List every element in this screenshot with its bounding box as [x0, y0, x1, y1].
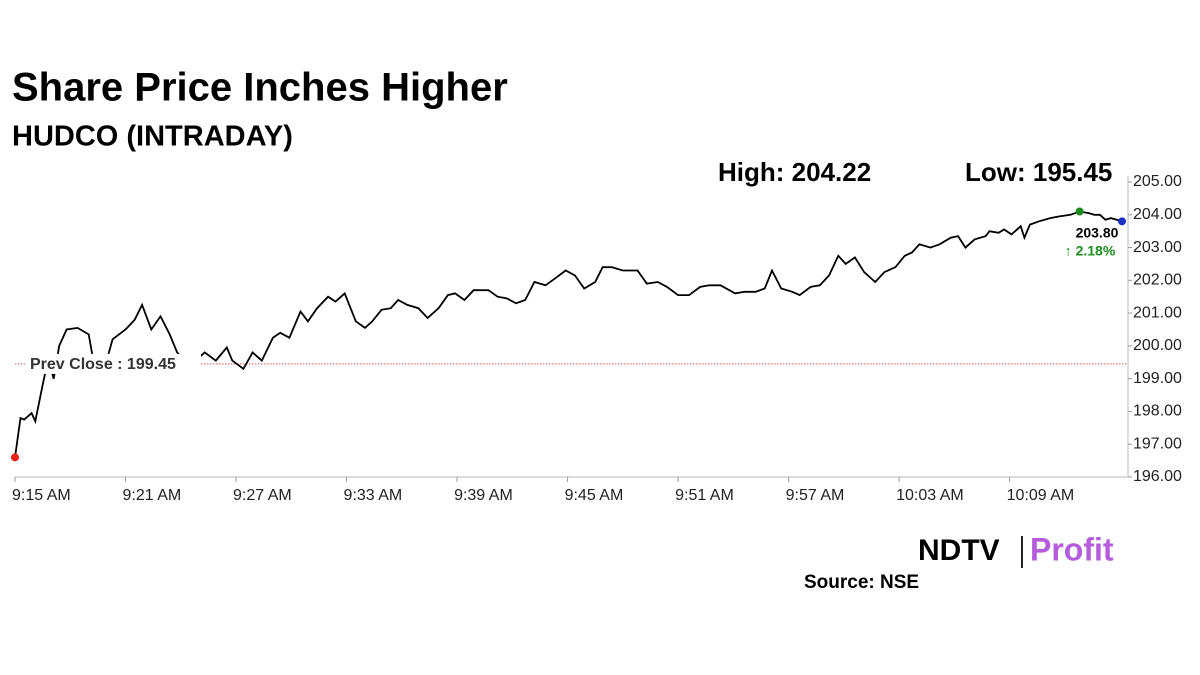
- high-dot: [1075, 207, 1084, 216]
- price-line: [14, 210, 1123, 458]
- chart-subtitle: HUDCO (INTRADAY): [12, 121, 293, 153]
- y-tick-label: 201.00: [1133, 304, 1182, 321]
- y-tick-label: 196.00: [1133, 468, 1182, 485]
- change-label: ↑ 2.18%: [1065, 243, 1116, 259]
- x-tick-label: 10:09 AM: [1007, 487, 1075, 504]
- y-tick-label: 197.00: [1133, 435, 1182, 452]
- x-tick-label: 9:39 AM: [454, 487, 513, 504]
- logo-profit: Profit: [1030, 531, 1114, 567]
- last-dot: [1118, 217, 1126, 226]
- chart-title: Share Price Inches Higher: [12, 66, 508, 110]
- prev-close-box: [25, 353, 201, 374]
- x-tick-label: 9:27 AM: [233, 487, 292, 504]
- x-tick-label: 9:57 AM: [786, 487, 845, 504]
- low-label: Low: 195.45: [965, 157, 1112, 187]
- y-tick-label: 204.00: [1133, 206, 1182, 223]
- start-dot: [11, 453, 19, 462]
- y-tick-label: 205.00: [1133, 173, 1182, 190]
- y-tick-label: 203.00: [1133, 239, 1182, 256]
- y-tick-label: 200.00: [1133, 337, 1182, 354]
- logo-ndtv: NDTV: [918, 534, 1000, 567]
- high-label: High: 204.22: [718, 157, 871, 187]
- x-tick-label: 9:15 AM: [12, 487, 71, 504]
- y-tick-label: 202.00: [1133, 272, 1182, 289]
- x-tick-label: 9:21 AM: [123, 487, 182, 504]
- x-tick-label: 9:45 AM: [565, 487, 624, 504]
- x-tick-label: 9:33 AM: [344, 487, 403, 504]
- source: Source: NSE: [804, 572, 919, 593]
- last-label: 203.80: [1076, 225, 1119, 241]
- prev-close-label: Prev Close : 199.45: [30, 356, 176, 373]
- x-tick-label: 10:03 AM: [896, 487, 964, 504]
- y-tick-label: 199.00: [1133, 370, 1182, 387]
- x-tick-label: 9:51 AM: [675, 487, 734, 504]
- y-tick-label: 198.00: [1133, 403, 1182, 420]
